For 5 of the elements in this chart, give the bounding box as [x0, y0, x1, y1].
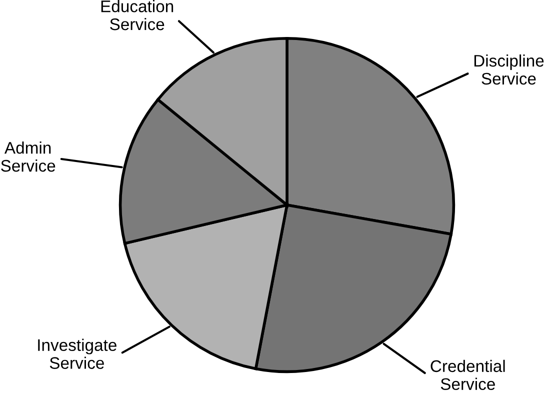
slice-label: Investigate Service — [38, 338, 116, 369]
slice-label: Education Service — [101, 0, 174, 30]
slice-label: Admin Service — [1, 142, 56, 172]
slice-label: Credential Service — [430, 360, 505, 390]
slice-label: Discipline Service — [474, 54, 544, 85]
